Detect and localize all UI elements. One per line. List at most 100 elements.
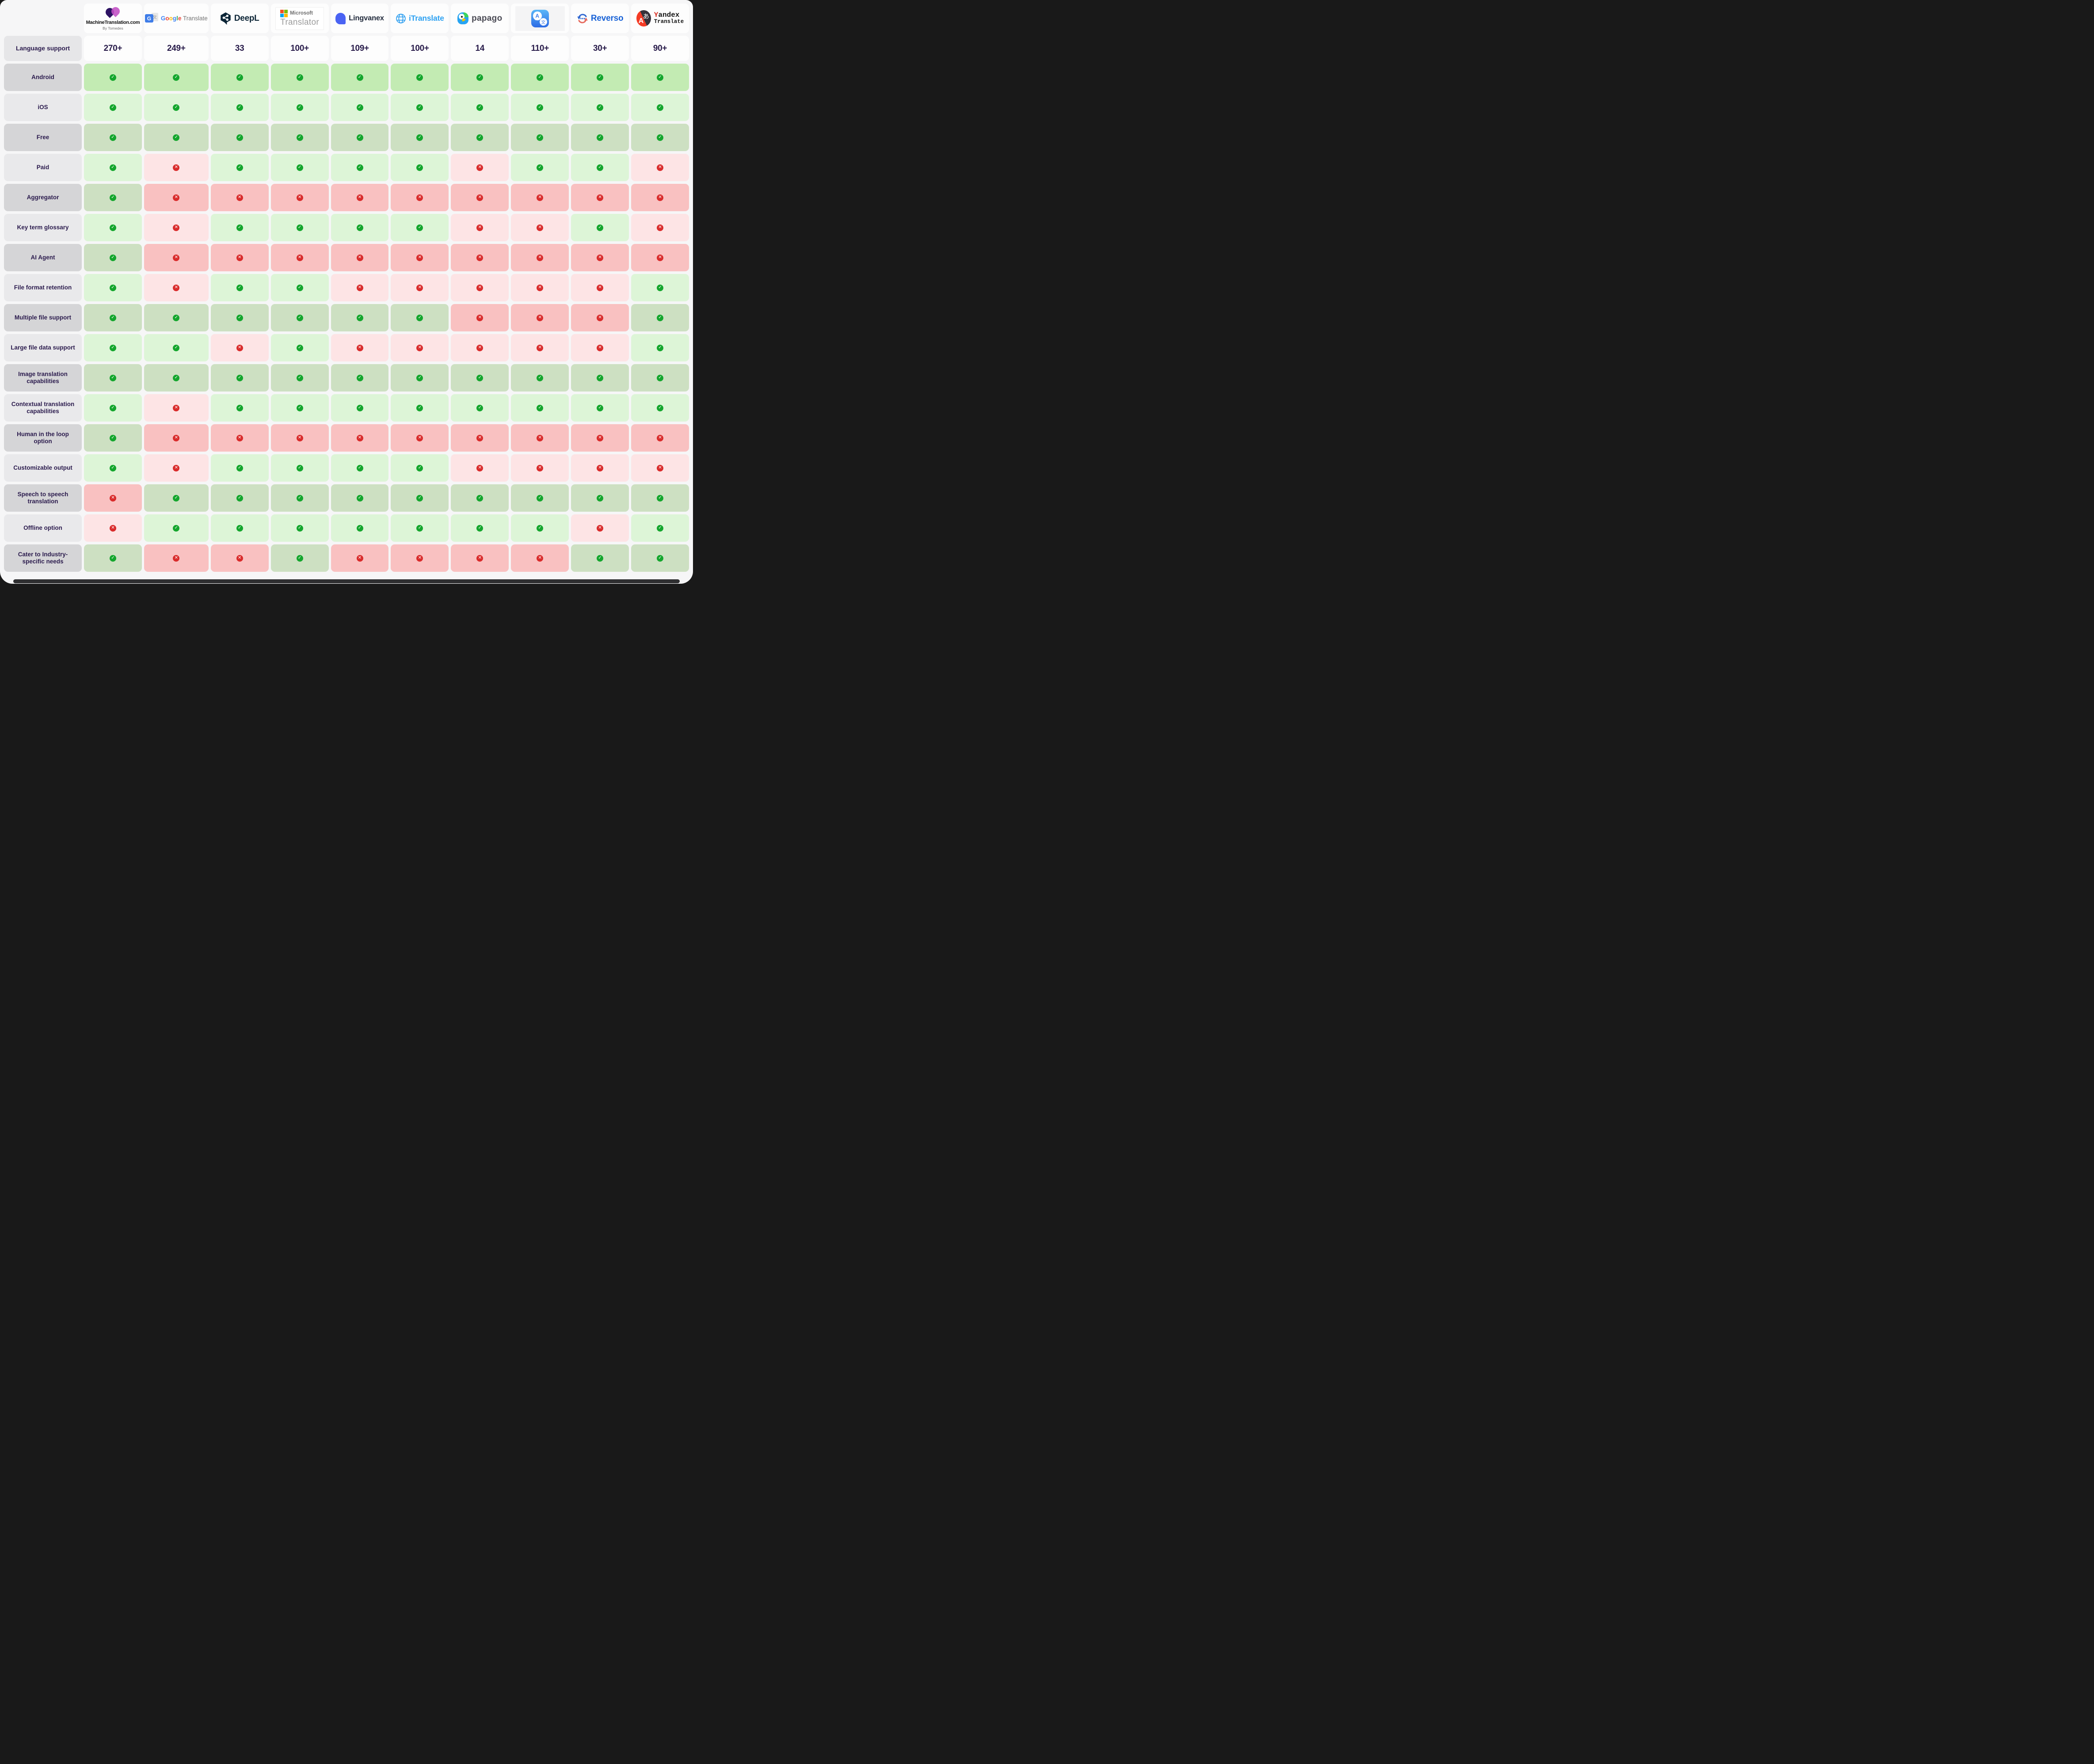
feature-cell: ✓ [631,94,689,121]
feature-cell: ✓ [391,94,449,121]
check-icon: ✓ [296,284,303,291]
cross-icon: ✕ [597,525,604,532]
feature-cell: ✕ [144,274,209,301]
feature-cell: ✓ [391,484,449,512]
feature-cell: ✕ [451,424,509,452]
machinetranslation-title: MachineTranslation.com [86,20,140,25]
cross-icon: ✕ [476,344,484,351]
feature-cell: ✓ [84,154,142,181]
check-icon: ✓ [356,74,363,81]
feature-cell: ✕ [571,274,629,301]
column-header-deepl: DeepL [210,4,269,33]
check-icon: ✓ [296,555,303,562]
check-icon: ✓ [597,104,604,111]
feature-cell: ✕ [571,424,629,452]
cross-icon: ✕ [416,284,423,291]
feature-cell: ✕ [331,274,389,301]
check-icon: ✓ [109,374,116,381]
feature-cell: ✕ [144,184,209,211]
papago-wordmark: papago [472,13,503,23]
feature-cell: ✓ [451,64,509,91]
row-label-free: Free [4,124,82,151]
language-support-value: 100+ [391,36,449,61]
check-icon: ✓ [356,314,363,321]
feature-cell: ✓ [571,64,629,91]
check-icon: ✓ [657,374,664,381]
check-icon: ✓ [173,74,180,81]
feature-cell: ✕ [451,244,509,271]
yandex-translate-wordmark: Yandex Translate [654,11,684,25]
feature-cell: ✕ [210,244,269,271]
feature-cell: ✕ [391,274,449,301]
feature-cell: ✓ [144,484,209,512]
feature-cell: ✓ [331,94,389,121]
row-label-ai-agent: AI Agent [4,244,82,271]
cross-icon: ✕ [476,164,484,171]
feature-cell: ✓ [391,64,449,91]
microsoft-translator-wordmark: Translator [280,17,319,27]
check-icon: ✓ [173,494,180,502]
deepl-wordmark: DeepL [234,13,259,23]
feature-cell: ✓ [331,64,389,91]
cross-icon: ✕ [537,284,544,291]
feature-cell: ✓ [571,544,629,572]
feature-cell: ✓ [391,154,449,181]
feature-cell: ✓ [451,124,509,151]
feature-cell: ✓ [331,154,389,181]
column-header-google: 文 G Google Translate [144,4,209,33]
check-icon: ✓ [296,314,303,321]
feature-cell: ✕ [571,454,629,482]
cross-icon: ✕ [173,404,180,411]
cross-icon: ✕ [476,314,484,321]
row-label-multiple-file-support: Multiple file support [4,304,82,331]
check-icon: ✓ [296,224,303,231]
cross-icon: ✕ [416,555,423,562]
feature-cell: ✓ [270,364,329,392]
feature-cell: ✓ [571,484,629,512]
feature-cell: ✓ [631,544,689,572]
cross-icon: ✕ [476,434,484,441]
feature-cell: ✓ [331,214,389,241]
check-icon: ✓ [537,374,544,381]
feature-cell: ✕ [511,304,569,331]
check-icon: ✓ [537,525,544,532]
check-icon: ✓ [597,555,604,562]
feature-cell: ✕ [144,244,209,271]
column-header-lingvanex: Lingvanex [331,4,389,33]
cross-icon: ✕ [476,194,484,201]
check-icon: ✓ [597,404,604,411]
feature-cell: ✓ [391,394,449,422]
language-support-value: 100+ [270,36,329,61]
feature-cell: ✓ [451,94,509,121]
language-support-value: 249+ [144,36,209,61]
row-label-contextual-translation-capabilities: Contextual translation capabilities [4,394,82,422]
check-icon: ✓ [109,194,116,201]
horizontal-scrollbar-thumb[interactable] [13,579,680,583]
feature-cell: ✓ [210,454,269,482]
feature-cell: ✕ [451,274,509,301]
cross-icon: ✕ [356,284,363,291]
feature-cell: ✓ [84,304,142,331]
feature-cell: ✓ [571,214,629,241]
check-icon: ✓ [356,224,363,231]
row-label-file-format-retention: File format retention [4,274,82,301]
feature-cell: ✕ [84,514,142,542]
feature-cell: ✓ [511,514,569,542]
feature-cell: ✓ [391,304,449,331]
feature-cell: ✓ [210,394,269,422]
feature-cell: ✕ [270,244,329,271]
machinetranslation-logo-icon [104,5,122,19]
feature-cell: ✓ [270,514,329,542]
check-icon: ✓ [296,374,303,381]
microsoft-translator-logo: Microsoft Translator [275,7,324,30]
feature-cell: ✕ [631,454,689,482]
check-icon: ✓ [476,494,484,502]
cross-icon: ✕ [416,254,423,261]
check-icon: ✓ [296,464,303,471]
cross-icon: ✕ [173,555,180,562]
cross-icon: ✕ [356,254,363,261]
row-label-cater-to-industry-specific-needs: Cater to Industry-specific needs [4,544,82,572]
check-icon: ✓ [109,224,116,231]
check-icon: ✓ [173,104,180,111]
feature-cell: ✓ [511,154,569,181]
